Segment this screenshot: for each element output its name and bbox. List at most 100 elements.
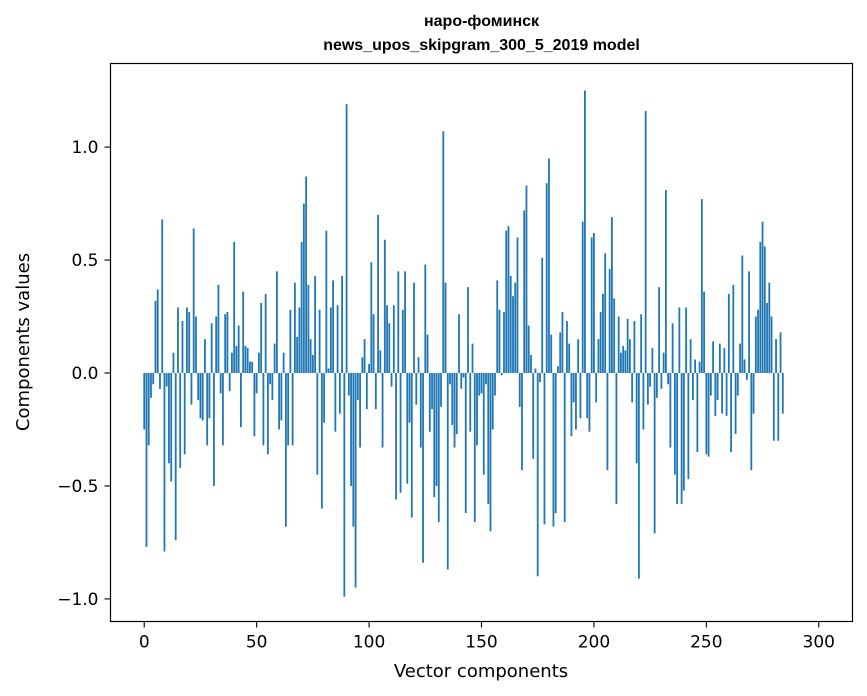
bar (705, 373, 708, 455)
bar (352, 373, 355, 527)
bar (723, 348, 726, 373)
bar (473, 373, 476, 523)
x-tick-label: 50 (246, 633, 268, 653)
bar (730, 373, 732, 453)
bar (377, 214, 379, 373)
bar (646, 373, 649, 405)
bar (150, 373, 152, 398)
bar (655, 373, 658, 398)
x-tick-label: 0 (139, 633, 150, 653)
bar (289, 309, 292, 373)
bar (401, 309, 404, 373)
x-tick-label: 150 (465, 633, 497, 653)
bar (581, 221, 584, 373)
bar (329, 307, 332, 373)
bar (458, 314, 460, 373)
bar (595, 373, 598, 403)
bar (590, 237, 593, 373)
bar (768, 282, 771, 373)
chart-title: наро-фоминск (423, 13, 540, 30)
bar (691, 373, 694, 401)
bar (617, 316, 620, 373)
bar (487, 373, 490, 505)
bar (577, 339, 580, 373)
bar (480, 373, 483, 394)
bar (716, 373, 719, 401)
bar (770, 316, 773, 373)
bar (696, 373, 699, 453)
bar (240, 373, 242, 428)
bar (527, 325, 530, 373)
bar (154, 300, 157, 373)
bar (253, 373, 256, 437)
bar (172, 352, 175, 373)
bar (323, 373, 326, 423)
bar (604, 253, 607, 373)
bar (237, 325, 240, 373)
bar (293, 282, 296, 373)
bar (451, 373, 454, 425)
bar (637, 373, 640, 579)
bar (338, 373, 341, 414)
x-axis-ticks: 0 50 100 150 200 250 300 (139, 621, 835, 653)
bar (453, 373, 456, 448)
y-tick-label: 1.0 (71, 138, 98, 158)
bar (244, 345, 247, 373)
bar (219, 373, 222, 394)
bar (174, 373, 177, 541)
bar (662, 352, 665, 373)
bar (206, 373, 209, 446)
bar (260, 302, 263, 373)
bar (739, 343, 741, 373)
bar (649, 373, 652, 387)
bar (525, 185, 528, 373)
bar (264, 293, 267, 373)
bar (469, 373, 472, 432)
bar (593, 232, 595, 373)
bar (467, 287, 469, 373)
bar (471, 343, 474, 373)
bar (588, 373, 591, 432)
bar (347, 373, 350, 396)
y-tick-label: −0.5 (57, 477, 98, 497)
bar (446, 373, 449, 570)
bar (170, 373, 173, 482)
bar (503, 312, 505, 373)
bar (694, 359, 697, 373)
bar (673, 373, 676, 475)
bar (179, 373, 182, 468)
bar (552, 373, 555, 527)
bar (269, 373, 272, 385)
bar (489, 373, 492, 532)
bar (757, 309, 759, 373)
bar (745, 373, 748, 380)
bar (505, 230, 508, 373)
bar (307, 284, 310, 373)
bar (386, 305, 388, 373)
bar (266, 373, 269, 455)
bar (460, 373, 463, 389)
bar (381, 373, 384, 448)
bar (354, 373, 357, 588)
x-axis-label: Vector components (394, 661, 568, 682)
bar (624, 350, 627, 373)
bar (509, 275, 512, 373)
bar (143, 373, 146, 430)
bar (772, 373, 775, 441)
bar (419, 373, 422, 448)
x-tick-label: 300 (803, 633, 835, 653)
bar (633, 321, 636, 373)
bar (644, 110, 647, 373)
bar (417, 357, 420, 373)
bar (406, 373, 409, 484)
bar (235, 345, 238, 373)
bar (680, 373, 683, 505)
bar (298, 307, 301, 373)
bar (390, 373, 393, 387)
bar (435, 373, 438, 486)
bar (428, 373, 431, 432)
bar (343, 373, 346, 597)
bar (392, 305, 395, 373)
bar (721, 373, 723, 414)
bar (613, 298, 616, 373)
